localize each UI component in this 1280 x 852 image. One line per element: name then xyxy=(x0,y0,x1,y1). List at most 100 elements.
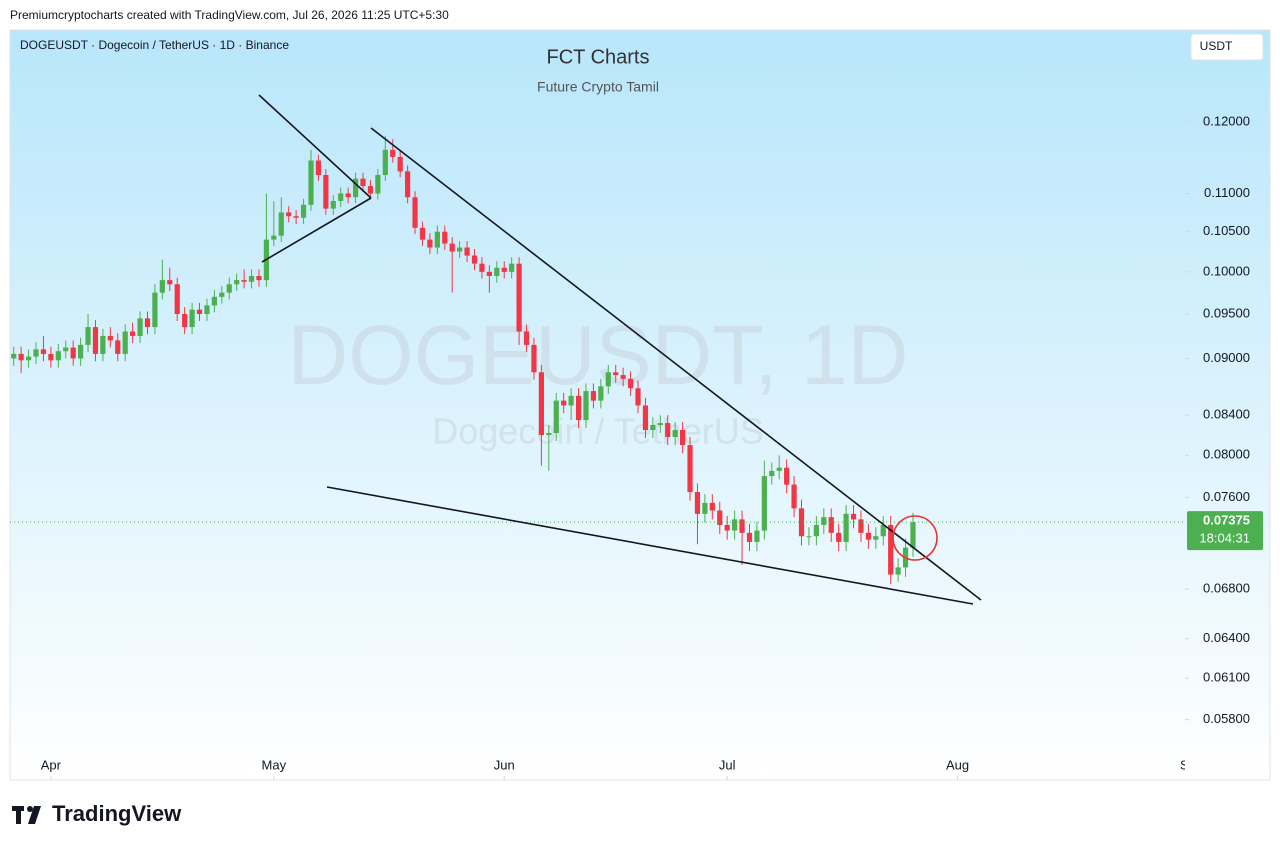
candle-body xyxy=(248,275,255,282)
y-tick-label: 0.11000 xyxy=(1204,185,1250,200)
candle-body xyxy=(241,280,247,282)
candle-body xyxy=(732,519,738,531)
candle-body xyxy=(330,200,336,209)
candle-body xyxy=(843,513,849,542)
attribution: Premiumcryptocharts created with Trading… xyxy=(10,8,449,22)
candle-body xyxy=(457,247,463,252)
y-tick-label: 0.06100 xyxy=(1203,670,1250,685)
candle-body xyxy=(650,425,656,430)
candle-body xyxy=(776,467,782,471)
candle-body xyxy=(687,445,693,493)
candle-body xyxy=(791,484,797,509)
candle-body xyxy=(352,178,359,198)
candle-body xyxy=(464,247,470,256)
candle-body xyxy=(167,280,173,285)
candle-body xyxy=(55,351,61,361)
candle-body xyxy=(806,536,812,538)
candle-body xyxy=(858,519,864,533)
candle-body xyxy=(895,567,901,575)
watermark-subtitle: Dogecoin / TetherUS xyxy=(432,411,764,452)
y-tick-label: 0.09500 xyxy=(1203,305,1250,320)
candle-body xyxy=(11,353,17,359)
candle-body xyxy=(471,255,478,264)
candle-body xyxy=(553,400,559,433)
candle-body xyxy=(873,536,879,540)
candle-body xyxy=(620,375,626,379)
candle-body xyxy=(107,335,113,341)
candle-body xyxy=(583,391,589,421)
candle-body xyxy=(271,235,277,240)
candle-body xyxy=(174,284,180,315)
trend-line xyxy=(370,127,982,601)
candle-body xyxy=(152,292,158,328)
candle-body xyxy=(412,197,418,228)
candle-body xyxy=(219,292,225,297)
candle-body xyxy=(613,372,619,376)
candle-body xyxy=(679,429,686,446)
candle-body xyxy=(865,532,871,540)
candle-body xyxy=(286,212,292,217)
trend-line xyxy=(326,486,974,605)
y-tick-label: 0.08400 xyxy=(1203,407,1250,422)
candle-body xyxy=(115,340,121,354)
x-tick-label: Jul xyxy=(719,757,736,772)
price-box xyxy=(1187,511,1263,551)
drawings xyxy=(258,94,982,605)
y-tick-label: 0.06400 xyxy=(1203,630,1250,645)
plot: Apr May Jun Jul Aug Se xyxy=(10,135,1185,780)
candle-body xyxy=(300,204,307,218)
candle-body xyxy=(754,530,760,542)
y-tick-label: 0.10500 xyxy=(1203,223,1250,238)
trend-line xyxy=(258,94,372,199)
candle-body xyxy=(672,429,678,438)
x-tick-label: Aug xyxy=(946,757,969,772)
candle-body xyxy=(405,171,411,198)
candle-body xyxy=(419,227,426,240)
x-tick-label: Apr xyxy=(41,757,62,772)
logo-shape xyxy=(16,806,21,824)
candle-body xyxy=(813,524,819,537)
currency-label: USDT xyxy=(1200,39,1233,53)
candle-body xyxy=(25,356,32,361)
candle-body xyxy=(345,193,351,198)
price-label: 0.07375 18:04:31 xyxy=(1187,511,1263,551)
last-price: 0.07375 xyxy=(1203,513,1250,528)
candle-body xyxy=(501,267,507,272)
candle-body xyxy=(761,476,767,531)
candle-body xyxy=(78,344,84,359)
candle-body xyxy=(360,178,366,187)
x-tick-label: Jun xyxy=(494,757,515,772)
candle-body xyxy=(828,517,834,533)
candle-body xyxy=(798,508,805,537)
y-tick-label: 0.06800 xyxy=(1203,580,1250,595)
candle-body xyxy=(605,372,611,387)
highlight-circle xyxy=(892,515,938,561)
candle-body xyxy=(657,423,663,426)
candle-body xyxy=(278,212,284,236)
candle-body xyxy=(18,353,24,361)
candle-body xyxy=(717,510,723,525)
candle-body xyxy=(561,400,567,406)
candle-body xyxy=(323,175,329,209)
candle-body xyxy=(367,186,374,194)
candle-body xyxy=(234,280,240,285)
candle-body xyxy=(48,353,54,361)
candle-body xyxy=(709,502,715,511)
candle-body xyxy=(888,524,894,575)
logo-shape xyxy=(27,806,33,812)
candle-body xyxy=(850,513,857,520)
candle-body xyxy=(486,271,492,276)
candle-body xyxy=(434,231,440,248)
currency-button[interactable] xyxy=(1190,33,1264,61)
candle-body xyxy=(702,502,708,514)
candle-body xyxy=(196,309,203,315)
candle-body xyxy=(85,327,91,345)
candle-body xyxy=(70,347,76,359)
candle-body xyxy=(575,395,582,421)
candle-body xyxy=(130,331,136,336)
y-tick-label: 0.12000 xyxy=(1203,113,1250,128)
trend-line xyxy=(261,197,372,263)
y-tick-label: 0.05800 xyxy=(1203,711,1250,726)
candle-body xyxy=(546,432,552,435)
